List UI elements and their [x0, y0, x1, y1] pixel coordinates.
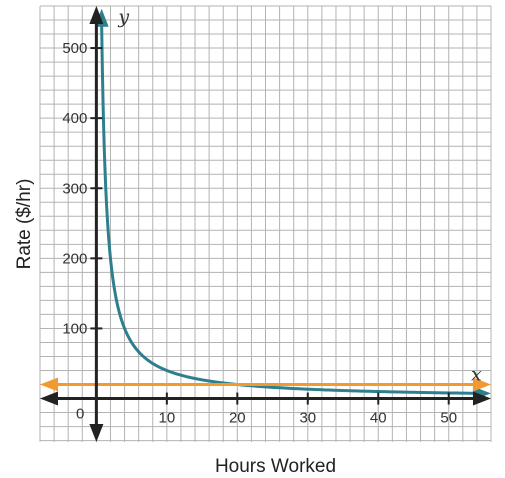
- y-tick-label: 200: [62, 250, 87, 267]
- curve-line: [100, 24, 477, 395]
- horizontal-line-arrow-left: [40, 377, 58, 392]
- y-tick-label: 500: [62, 40, 87, 57]
- y-axis-title: Rate ($/hr): [14, 179, 35, 270]
- y-tick-label: 400: [62, 110, 87, 127]
- y-tick-label: 300: [62, 180, 87, 197]
- axes: [40, 6, 491, 442]
- x-tick-label: 50: [440, 410, 457, 427]
- x-axis-variable: x: [471, 364, 482, 386]
- x-axis-arrow-left: [40, 391, 58, 406]
- x-axis-arrow-right: [473, 391, 491, 406]
- x-axis-title: Hours Worked: [215, 456, 336, 477]
- labels-layer: 10 20 30 40 50 100 200 300 400 500 0 y x Hours Worked…: [14, 6, 482, 477]
- y-axis-arrow-up: [89, 6, 104, 24]
- x-tick-label: 20: [229, 410, 246, 427]
- x-tick-label: 10: [159, 410, 176, 427]
- horizontal-line-arrow-right: [473, 377, 491, 392]
- y-tick-label: 100: [62, 320, 87, 337]
- origin-label: 0: [76, 406, 84, 423]
- x-tick-label: 30: [299, 410, 316, 427]
- series-layer: [40, 8, 491, 401]
- x-tick-label: 40: [370, 410, 387, 427]
- y-axis-variable: y: [117, 6, 129, 28]
- y-axis-arrow-down: [89, 424, 104, 442]
